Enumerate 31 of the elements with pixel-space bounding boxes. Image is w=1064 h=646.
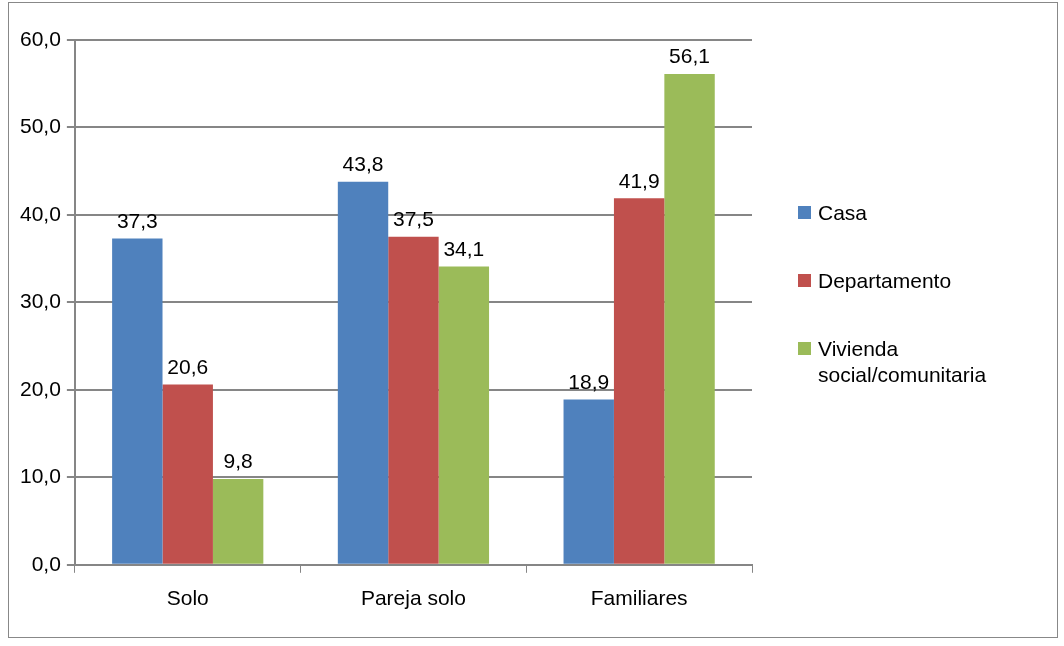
y-tick-label: 20,0 [20,376,61,400]
data-label: 56,1 [669,44,710,68]
data-label: 37,3 [116,208,158,232]
data-label: 18,9 [568,369,610,393]
y-tick-label: 40,0 [20,201,61,225]
bar [664,74,715,564]
data-label: 41,9 [618,168,660,192]
x-tick-label: Familiares [590,586,688,610]
y-tick-label: 10,0 [20,464,61,488]
y-tick-label: 60,0 [20,26,61,50]
x-tick-label: Solo [166,586,209,610]
legend-label: Casa [818,200,869,226]
bar [438,266,490,564]
bar [337,181,389,564]
data-label: 34,1 [443,236,485,260]
data-label: 20,6 [167,354,209,378]
data-label: 37,5 [393,207,434,231]
y-tick-label: 0,0 [31,551,61,575]
legend-label: Departamento [818,268,953,294]
bar [613,198,665,564]
data-label: 43,8 [342,151,384,175]
bar [388,236,439,564]
bar [162,384,213,564]
bar [112,238,163,564]
x-tick-label: Pareja solo [360,586,466,610]
data-label: 9,8 [223,449,253,473]
y-tick-label: 50,0 [20,114,61,138]
bar [563,399,614,564]
y-tick-label: 30,0 [20,289,61,313]
bar [212,479,264,564]
legend-label: Vivienda social/comunitaria [818,336,988,388]
